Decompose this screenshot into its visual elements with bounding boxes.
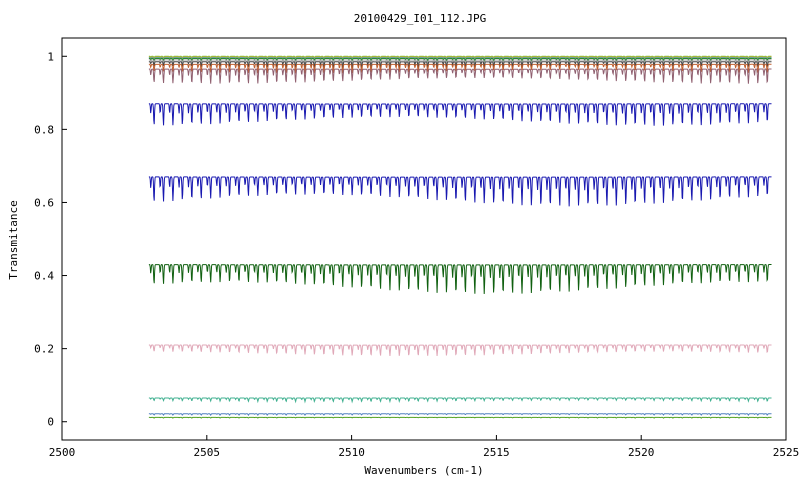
series-line: [148, 416, 772, 419]
series-line: [148, 103, 772, 126]
y-tick-label: 1: [47, 50, 54, 63]
series-line: [148, 264, 772, 294]
series-line: [148, 55, 772, 59]
x-tick-label: 2515: [483, 446, 510, 459]
series-line: [148, 57, 772, 63]
y-axis-label: Transmitance: [7, 200, 20, 279]
x-tick-label: 2500: [49, 446, 76, 459]
y-tick-label: 0.4: [34, 270, 54, 283]
series-line: [148, 56, 772, 60]
x-tick-label: 2525: [773, 446, 800, 459]
x-axis: 2500 2505 2510 2515 2520 2525: [49, 435, 800, 459]
x-tick-label: 2505: [194, 446, 221, 459]
series-line: [148, 176, 772, 207]
series-line: [148, 397, 772, 404]
y-tick-label: 0.8: [34, 123, 54, 136]
series-line: [148, 59, 772, 67]
series-line: [148, 61, 772, 70]
series-line: [148, 413, 772, 417]
chart-title: 20100429_I01_112.JPG: [354, 12, 486, 25]
series-line: [148, 344, 772, 357]
y-tick-label: 0.6: [34, 196, 54, 209]
x-tick-label: 2520: [628, 446, 655, 459]
y-tick-label: 0.2: [34, 343, 54, 356]
x-axis-label: Wavenumbers (cm-1): [364, 464, 483, 477]
x-tick-label: 2510: [338, 446, 365, 459]
series-line: [148, 68, 772, 84]
y-axis: 0 0.2 0.4 0.6 0.8 1: [34, 50, 67, 429]
series-group: [148, 55, 772, 419]
plot-frame: [61, 37, 787, 441]
series-line: [148, 57, 772, 62]
series-line: [148, 63, 772, 75]
y-tick-label: 0: [47, 416, 54, 429]
